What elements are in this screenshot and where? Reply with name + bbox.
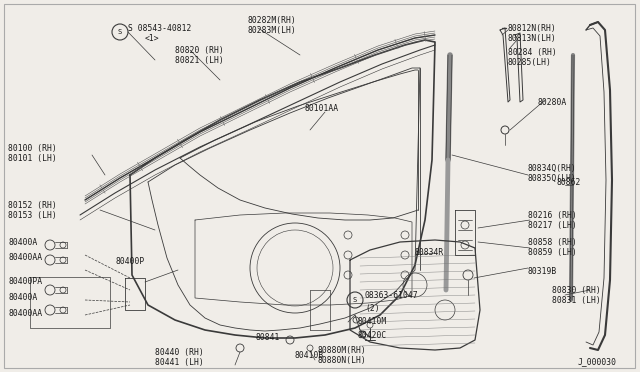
Text: J_000030: J_000030 (578, 357, 617, 366)
Text: 80813N(LH): 80813N(LH) (508, 33, 557, 42)
Text: <1>: <1> (145, 33, 159, 42)
Text: 80859 (LH): 80859 (LH) (528, 247, 577, 257)
Text: 80101 (LH): 80101 (LH) (8, 154, 57, 163)
Text: 80285(LH): 80285(LH) (508, 58, 552, 67)
Text: S: S (118, 29, 122, 35)
Text: 80835Q(LH): 80835Q(LH) (528, 173, 577, 183)
Text: 80858 (RH): 80858 (RH) (528, 237, 577, 247)
Text: 80420C: 80420C (358, 330, 387, 340)
Text: 80282M(RH): 80282M(RH) (248, 16, 297, 25)
Text: 80834Q(RH): 80834Q(RH) (528, 164, 577, 173)
Text: 80821 (LH): 80821 (LH) (175, 55, 224, 64)
Text: 80440 (RH): 80440 (RH) (155, 347, 204, 356)
Text: 80831 (LH): 80831 (LH) (552, 295, 601, 305)
Text: (2): (2) (365, 304, 380, 312)
Text: 80820 (RH): 80820 (RH) (175, 45, 224, 55)
Text: 80152 (RH): 80152 (RH) (8, 201, 57, 209)
Text: 80400P: 80400P (115, 257, 144, 266)
Text: 80280A: 80280A (538, 97, 567, 106)
Text: 80100 (RH): 80100 (RH) (8, 144, 57, 153)
Text: 80880N(LH): 80880N(LH) (318, 356, 367, 365)
Text: 80410B: 80410B (295, 350, 324, 359)
Text: S 08543-40812: S 08543-40812 (128, 23, 191, 32)
Text: 80217 (LH): 80217 (LH) (528, 221, 577, 230)
Text: 80101AA: 80101AA (305, 103, 339, 112)
Text: 08363-61047: 08363-61047 (365, 292, 419, 301)
Text: 80153 (LH): 80153 (LH) (8, 211, 57, 219)
Text: 80862: 80862 (557, 177, 581, 186)
Text: 80880M(RH): 80880M(RH) (318, 346, 367, 355)
Text: S: S (353, 297, 357, 303)
Text: 80283M(LH): 80283M(LH) (248, 26, 297, 35)
Text: 80400AA: 80400AA (8, 310, 42, 318)
Text: 80400AA: 80400AA (8, 253, 42, 263)
Text: 80834R: 80834R (415, 247, 444, 257)
Text: 80284 (RH): 80284 (RH) (508, 48, 557, 57)
Text: 80830 (RH): 80830 (RH) (552, 285, 601, 295)
Text: 80841: 80841 (255, 334, 280, 343)
Text: 80216 (RH): 80216 (RH) (528, 211, 577, 219)
Text: 80400A: 80400A (8, 294, 37, 302)
Text: 80400A: 80400A (8, 237, 37, 247)
Text: 80812N(RH): 80812N(RH) (508, 23, 557, 32)
Text: 80400PA: 80400PA (8, 278, 42, 286)
Text: 80410M: 80410M (358, 317, 387, 327)
Text: 80319B: 80319B (528, 267, 557, 276)
Text: 80441 (LH): 80441 (LH) (155, 357, 204, 366)
